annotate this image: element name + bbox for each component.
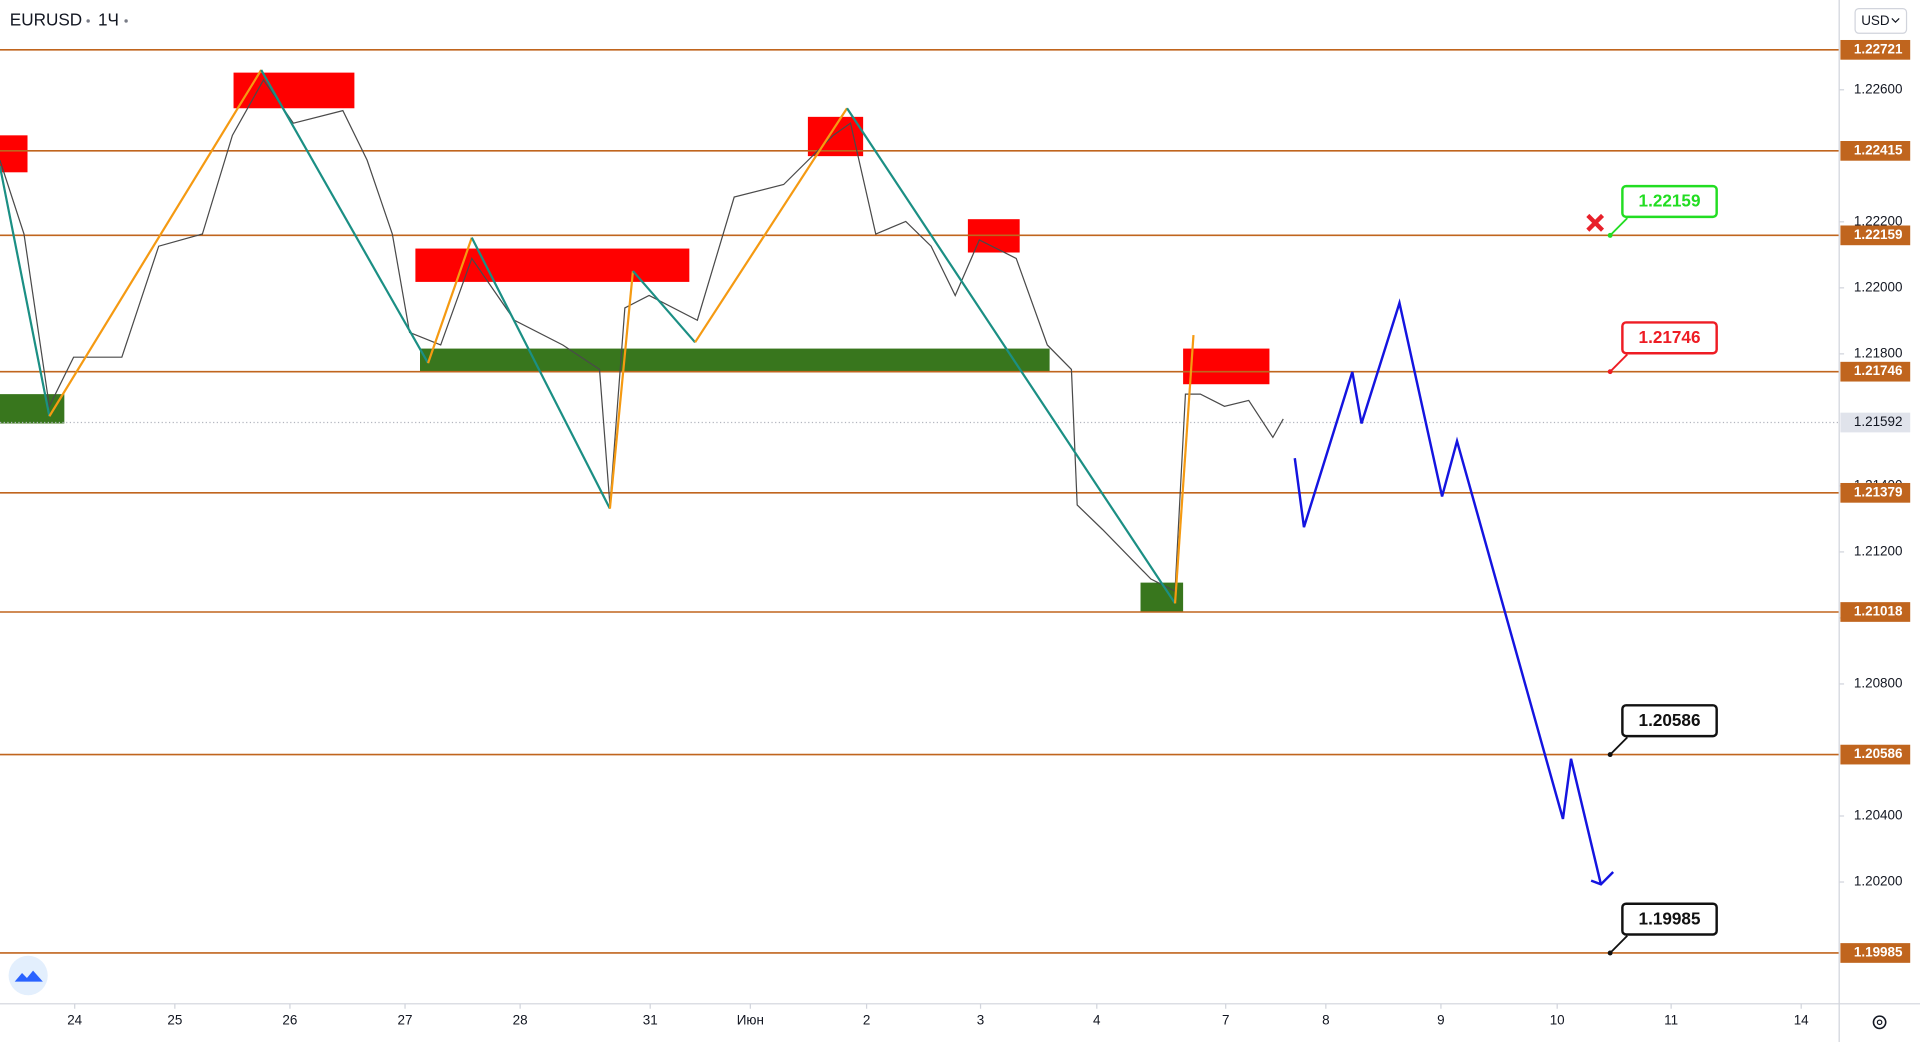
level-tag	[1840, 482, 1911, 503]
x-tick-label: 10	[1550, 1013, 1565, 1028]
x-tick-label: 11	[1664, 1013, 1678, 1028]
level-label: 1.20586	[1854, 746, 1903, 761]
level-label: 1.21018	[1854, 604, 1903, 619]
callout-anchor	[1607, 752, 1613, 758]
swing-down	[846, 107, 1176, 605]
currency-box[interactable]	[1854, 8, 1908, 34]
y-tick-label: 1.21800	[1854, 345, 1903, 360]
callout-anchor	[1607, 369, 1613, 375]
level-label: 1.19985	[1854, 945, 1903, 960]
demand-zone	[420, 348, 1050, 373]
price-line	[0, 78, 1284, 593]
x-tick-label: 26	[282, 1013, 297, 1028]
y-tick-label: 1.20800	[1854, 675, 1903, 690]
x-tick-label: 14	[1794, 1013, 1809, 1028]
separator	[124, 19, 128, 23]
callout-pointer	[1609, 935, 1628, 954]
x-tick-label: 25	[167, 1013, 182, 1028]
y-tick-label: 1.21200	[1854, 543, 1903, 558]
swing-up	[694, 107, 848, 343]
y-tick-label: 1.22200	[1854, 213, 1903, 228]
currency[interactable]: USD	[1861, 13, 1890, 28]
settings[interactable]	[1872, 1015, 1887, 1030]
forecast-arrowhead	[1590, 871, 1615, 886]
swing-down	[632, 270, 696, 344]
x-tick-label: 4	[1093, 1013, 1101, 1028]
axes: 1.226001.222001.220001.218001.214001.212…	[67, 39, 1911, 1028]
level-tag	[1840, 744, 1911, 765]
x-tick-label: 28	[513, 1013, 528, 1028]
x-tick-label: 31	[643, 1013, 658, 1028]
symbol: EURUSD	[10, 9, 82, 29]
logo-mark	[14, 970, 43, 982]
level-label: 1.22721	[1854, 41, 1903, 56]
level-tag	[1840, 225, 1911, 246]
level-tag	[1840, 602, 1911, 622]
y-tick-label: 1.20200	[1854, 874, 1903, 889]
level-label: 1.22159	[1854, 227, 1903, 242]
forecast-path	[1293, 298, 1603, 885]
supply-zone	[415, 248, 690, 282]
x-tick-label: 9	[1437, 1013, 1444, 1028]
legend: EURUSD 1Ч	[10, 9, 128, 30]
callout-box	[1621, 184, 1718, 219]
gear[interactable]	[1872, 1015, 1887, 1030]
level-tag	[1840, 39, 1911, 60]
callout-box	[1621, 902, 1718, 936]
last-price-label: 1.21592	[1854, 414, 1903, 429]
plot-area: 1.22159 1.21746 1.20586 1.19985	[0, 49, 1840, 956]
callout-pointer	[1609, 217, 1628, 237]
level-tag	[1840, 361, 1911, 382]
x-tick-label: 2	[863, 1013, 870, 1028]
callout-anchor	[1607, 232, 1613, 238]
separator	[86, 19, 90, 23]
x-tick-label: 27	[398, 1013, 413, 1028]
last-price-tag	[1840, 412, 1911, 433]
supply-zone	[1183, 348, 1270, 385]
callout-box	[1621, 704, 1718, 738]
x-tick-label: 8	[1322, 1013, 1329, 1028]
callout-pointer	[1609, 353, 1628, 373]
currency-button[interactable]: USD	[1854, 8, 1908, 34]
logo[interactable]	[8, 955, 48, 996]
callout-label: 1.22159	[1639, 191, 1701, 211]
callout-anchor	[1607, 950, 1613, 956]
level-label: 1.22415	[1854, 142, 1903, 157]
swing-up	[48, 69, 263, 417]
x-tick-label: 7	[1222, 1013, 1229, 1028]
swing-up	[427, 237, 473, 364]
swing-up	[608, 270, 635, 509]
swing-down	[0, 165, 51, 417]
callout-pointer	[1609, 736, 1628, 756]
callout-label: 1.20586	[1639, 710, 1701, 730]
level-tag	[1840, 943, 1911, 963]
y-tick-label: 1.22000	[1854, 279, 1903, 294]
x-tick-label: 24	[67, 1013, 82, 1028]
callout-label: 1.21746	[1639, 327, 1701, 347]
supply-zone	[233, 72, 355, 109]
chevron	[1891, 18, 1900, 24]
x-tick-label: 3	[977, 1013, 984, 1028]
swing-down	[470, 237, 611, 510]
y-tick-label: 1.22600	[1854, 81, 1903, 96]
level-tag	[1840, 140, 1911, 161]
swing-down	[260, 69, 430, 364]
level-label: 1.21379	[1854, 484, 1903, 499]
x-tick-label: Июн	[737, 1013, 764, 1028]
cross-marker	[1586, 213, 1605, 232]
interval: 1Ч	[98, 9, 119, 29]
callout-label: 1.19985	[1639, 908, 1701, 928]
swing-up	[1173, 334, 1195, 604]
callout-box	[1621, 321, 1718, 355]
y-tick-label: 1.20400	[1854, 808, 1903, 823]
logo-circle[interactable]	[8, 955, 48, 996]
gear-hub	[1876, 1019, 1883, 1026]
supply-zone	[0, 135, 28, 173]
level-label: 1.21746	[1854, 363, 1903, 378]
